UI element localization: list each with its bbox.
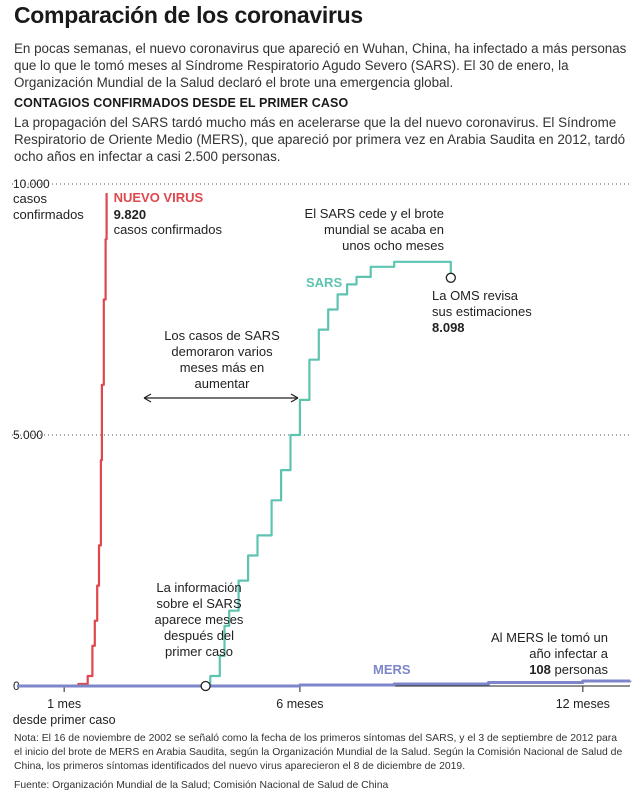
sars-series-line	[17, 260, 452, 688]
y-tick-label-2: 5.000	[13, 428, 43, 442]
new-virus-series-label: NUEVO VIRUS	[114, 190, 204, 205]
y-axis-unit-label-2: confirmados	[13, 207, 84, 222]
sars-series-label: SARS	[306, 275, 342, 290]
mers-series-line	[17, 679, 632, 688]
new-virus-unit-label: casos confirmados	[114, 222, 223, 237]
mers-value-number: 108	[529, 662, 551, 677]
x-tick-label-2: 6 meses	[276, 697, 323, 711]
footnote: Nota: El 16 de noviembre de 2002 se seña…	[14, 733, 623, 772]
sars-start-marker	[200, 680, 211, 692]
mers-annotation-1: Al MERS le tomó un	[491, 630, 608, 645]
x-axis-sublabel: desde primer caso	[13, 713, 116, 727]
delay-annotation-4: aumentar	[195, 376, 251, 391]
intro-paragraph: En pocas semanas, el nuevo coronavirus q…	[14, 41, 627, 90]
lead-paragraph: La propagación del SARS tardó mucho más …	[14, 115, 626, 164]
source-note: Fuente: Organización Mundial de la Salud…	[14, 780, 389, 791]
oms-revisa-annotation-1: La OMS revisa	[432, 288, 519, 303]
sars-info-annotation-5: primer caso	[165, 644, 233, 659]
sars-peak-annotation-2: mundial se acaba en	[324, 222, 444, 237]
sars-info-annotation-1: La información	[156, 580, 241, 595]
page-title: Comparación de los coronavirus	[14, 2, 363, 28]
delay-annotation-3: meses más en	[180, 360, 265, 375]
mers-value-label: 108 personas	[529, 662, 608, 677]
mers-series-label: MERS	[373, 662, 411, 677]
delay-arrow-left-head	[143, 393, 152, 403]
x-tick-label-3: 12 meses	[556, 697, 610, 711]
sars-info-annotation-2: sobre el SARS	[156, 596, 242, 611]
mers-value-unit: personas	[551, 662, 609, 677]
delay-annotation-1: Los casos de SARS	[164, 328, 280, 343]
sars-info-annotation-3: aparece meses	[155, 612, 244, 627]
y-tick-label-3: 0	[13, 679, 20, 693]
delay-arrow-right-head	[290, 393, 299, 403]
y-axis-unit-label-1: casos	[13, 191, 47, 206]
sars-peak-annotation-1: El SARS cede y el brote	[305, 206, 444, 221]
mers-annotation-2: año infectar a	[529, 646, 609, 661]
sars-info-annotation-4: después del	[164, 628, 234, 643]
sars-peak-annotation-3: unos ocho meses	[342, 238, 444, 253]
oms-revisa-annotation-2: sus estimaciones	[432, 304, 532, 319]
new-virus-value-label: 9.820	[114, 207, 147, 222]
sars-end-value-label: 8.098	[432, 320, 465, 335]
y-tick-label-1: 10.000	[13, 177, 50, 191]
new-virus-series-line	[17, 193, 108, 688]
delay-annotation-2: demoraron varios	[171, 344, 273, 359]
sars-end-marker	[445, 272, 456, 283]
x-tick-label-1: 1 mes	[47, 697, 81, 711]
section-title: CONTAGIOS CONFIRMADOS DESDE EL PRIMER CA…	[14, 96, 349, 110]
